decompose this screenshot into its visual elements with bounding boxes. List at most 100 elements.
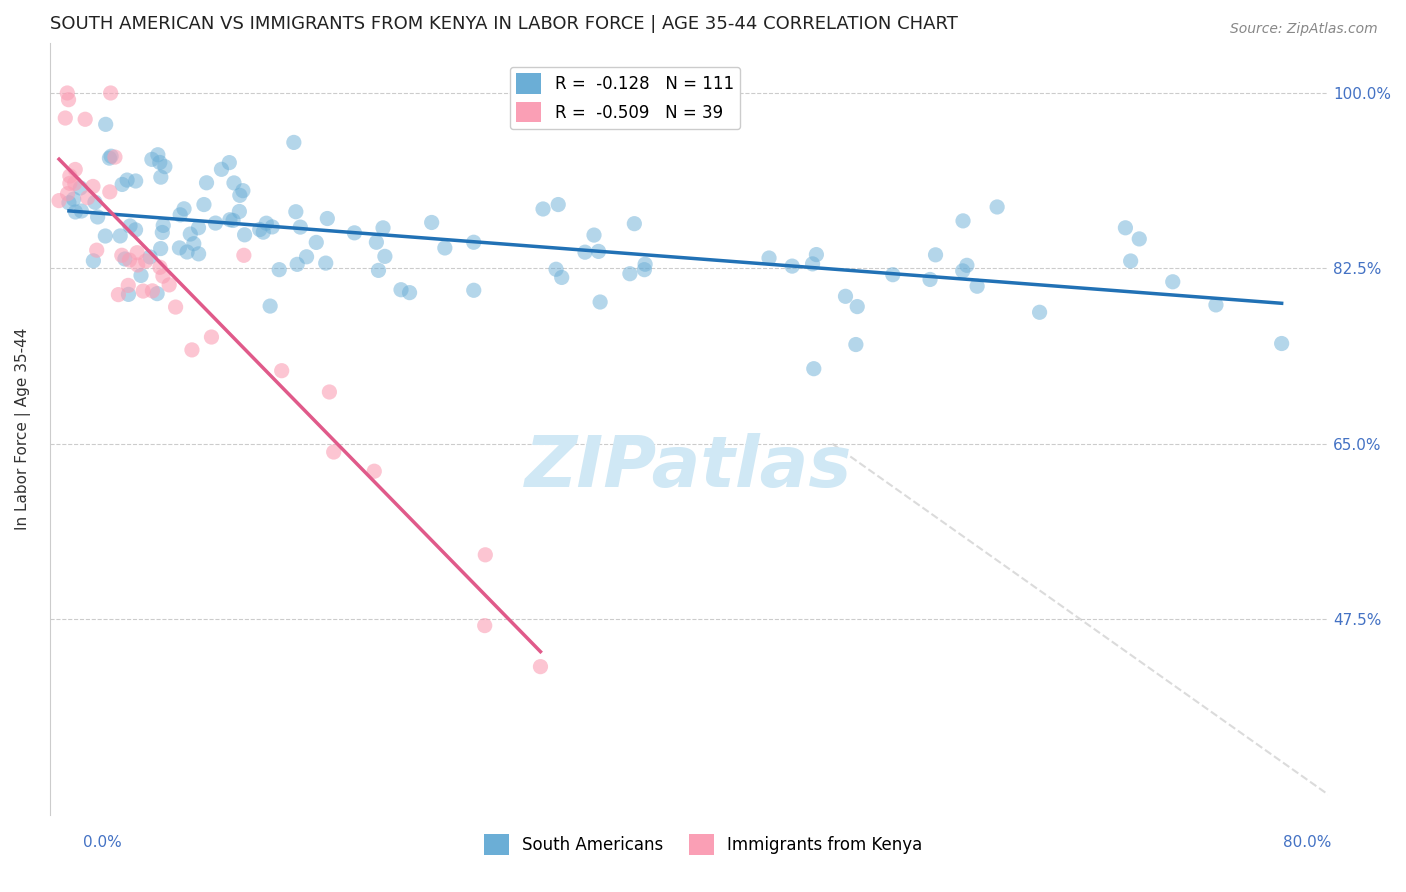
Point bbox=[75, 112, 97, 127]
Point bbox=[1128, 232, 1150, 246]
Point bbox=[285, 257, 308, 271]
Point bbox=[589, 295, 612, 310]
Point bbox=[420, 215, 443, 229]
Point bbox=[193, 197, 215, 211]
Point bbox=[176, 245, 198, 260]
Point bbox=[389, 283, 412, 297]
Point bbox=[1205, 298, 1227, 312]
Point bbox=[366, 235, 388, 250]
Point bbox=[269, 262, 291, 277]
Point bbox=[179, 227, 201, 241]
Point bbox=[165, 300, 187, 314]
Point bbox=[363, 464, 385, 478]
Point bbox=[169, 241, 191, 255]
Point bbox=[284, 204, 307, 219]
Text: Source: ZipAtlas.com: Source: ZipAtlas.com bbox=[1230, 22, 1378, 37]
Point bbox=[58, 93, 80, 107]
Point bbox=[229, 188, 252, 202]
Point bbox=[801, 257, 824, 271]
Point bbox=[290, 220, 312, 235]
Point bbox=[371, 220, 394, 235]
Point bbox=[100, 149, 122, 163]
Point bbox=[574, 245, 596, 260]
Point bbox=[115, 173, 138, 187]
Point bbox=[104, 150, 127, 164]
Point bbox=[531, 202, 554, 216]
Point bbox=[62, 192, 84, 206]
Point bbox=[780, 259, 803, 273]
Point bbox=[117, 287, 139, 301]
Point bbox=[124, 223, 146, 237]
Point bbox=[114, 252, 136, 266]
Point bbox=[1119, 254, 1142, 268]
Point bbox=[195, 176, 218, 190]
Point bbox=[84, 195, 107, 210]
Point bbox=[169, 208, 191, 222]
Point bbox=[118, 253, 141, 268]
Point bbox=[63, 177, 86, 191]
Point bbox=[149, 155, 172, 169]
Point bbox=[228, 204, 250, 219]
Point bbox=[146, 147, 169, 161]
Point bbox=[149, 170, 172, 185]
Point bbox=[529, 659, 551, 673]
Point bbox=[107, 287, 129, 301]
Text: ZIPatlas: ZIPatlas bbox=[526, 433, 852, 502]
Point bbox=[262, 219, 284, 234]
Point bbox=[232, 184, 254, 198]
Point bbox=[551, 270, 574, 285]
Text: SOUTH AMERICAN VS IMMIGRANTS FROM KENYA IN LABOR FORCE | AGE 35-44 CORRELATION C: SOUTH AMERICAN VS IMMIGRANTS FROM KENYA … bbox=[49, 15, 957, 33]
Point bbox=[254, 216, 277, 230]
Point bbox=[918, 272, 941, 286]
Legend: South Americans, Immigrants from Kenya: South Americans, Immigrants from Kenya bbox=[477, 828, 929, 862]
Point bbox=[111, 178, 134, 192]
Point bbox=[956, 258, 979, 272]
Point bbox=[187, 247, 209, 261]
Point bbox=[58, 195, 80, 210]
Point bbox=[149, 260, 172, 275]
Point bbox=[318, 384, 340, 399]
Point bbox=[1161, 275, 1184, 289]
Point bbox=[374, 249, 396, 263]
Point bbox=[758, 251, 780, 265]
Point bbox=[305, 235, 328, 250]
Point bbox=[966, 279, 988, 293]
Text: 0.0%: 0.0% bbox=[83, 836, 122, 850]
Point bbox=[146, 286, 169, 301]
Point bbox=[108, 229, 131, 244]
Point bbox=[118, 219, 141, 233]
Point bbox=[82, 253, 104, 268]
Point bbox=[150, 226, 173, 240]
Point bbox=[232, 248, 254, 262]
Point bbox=[59, 177, 82, 191]
Point bbox=[48, 194, 70, 208]
Point bbox=[53, 111, 76, 125]
Point bbox=[173, 202, 195, 216]
Point bbox=[141, 284, 163, 298]
Point bbox=[283, 136, 305, 150]
Point bbox=[623, 217, 645, 231]
Point bbox=[132, 284, 155, 298]
Point bbox=[94, 229, 117, 244]
Point bbox=[249, 222, 271, 236]
Point bbox=[153, 160, 176, 174]
Point bbox=[222, 176, 245, 190]
Point bbox=[98, 185, 121, 199]
Point bbox=[127, 258, 149, 272]
Point bbox=[547, 197, 569, 211]
Point bbox=[463, 283, 485, 297]
Point bbox=[183, 236, 205, 251]
Point bbox=[806, 247, 828, 261]
Y-axis label: In Labor Force | Age 35-44: In Labor Force | Age 35-44 bbox=[15, 327, 31, 530]
Point bbox=[219, 212, 242, 227]
Point bbox=[252, 225, 274, 239]
Point bbox=[70, 204, 93, 219]
Point bbox=[59, 169, 82, 183]
Point bbox=[135, 254, 157, 268]
Point bbox=[117, 278, 139, 293]
Point bbox=[259, 299, 281, 313]
Point bbox=[82, 179, 104, 194]
Point bbox=[270, 364, 292, 378]
Point bbox=[315, 256, 337, 270]
Point bbox=[65, 205, 87, 219]
